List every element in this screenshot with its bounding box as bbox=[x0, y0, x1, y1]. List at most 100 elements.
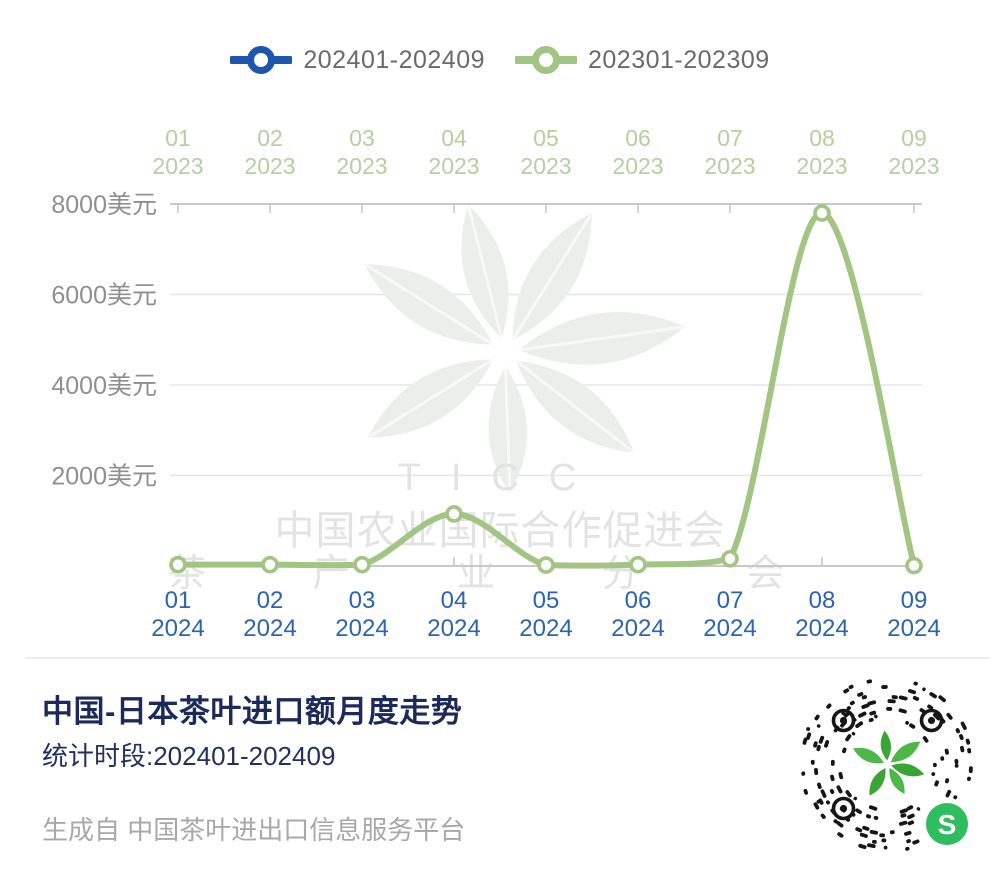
qr-dot bbox=[806, 727, 811, 732]
qr-miniprogram-badge bbox=[926, 803, 968, 845]
qr-dot bbox=[906, 805, 914, 811]
bottom-axis-label: 07 2024 bbox=[703, 587, 756, 642]
qr-dot bbox=[869, 829, 878, 835]
qr-dot bbox=[887, 699, 896, 704]
qr-dot bbox=[954, 758, 959, 765]
qr-leaf bbox=[853, 747, 884, 764]
legend-item-202301-202309[interactable]: 202301-202309 bbox=[515, 44, 770, 76]
qr-dot bbox=[960, 745, 965, 753]
qr-finder-dot bbox=[927, 716, 936, 725]
qr-dot bbox=[843, 688, 850, 694]
qr-dot bbox=[801, 771, 806, 776]
qr-dot bbox=[861, 703, 870, 709]
qr-finder-dot bbox=[839, 716, 848, 725]
qr-dot bbox=[929, 692, 937, 699]
y-axis-label: 4000美元 bbox=[51, 372, 157, 400]
qr-dot bbox=[824, 740, 830, 748]
data-point-04-2023[interactable] bbox=[445, 505, 463, 523]
qr-dot bbox=[946, 712, 953, 720]
qr-dot bbox=[814, 768, 819, 776]
top-axis-label: 07 2023 bbox=[704, 125, 755, 179]
qr-dot bbox=[908, 688, 917, 695]
data-point-08-2023[interactable] bbox=[813, 204, 831, 222]
chart-title: 中国-日本茶叶进口额月度走势 bbox=[42, 694, 463, 729]
qr-dot bbox=[945, 789, 952, 798]
qr-dot bbox=[916, 807, 921, 811]
qr-dot bbox=[931, 772, 936, 776]
stat-period-label: 统计时段:202401-202409 bbox=[42, 741, 336, 771]
y-axis-label: 8000美元 bbox=[51, 191, 157, 219]
qr-dot bbox=[898, 695, 908, 701]
top-axis-label: 05 2023 bbox=[520, 125, 571, 179]
data-point-01-2023[interactable] bbox=[169, 555, 187, 574]
watermark-leaf-vein bbox=[518, 325, 686, 352]
qr-dot bbox=[816, 799, 821, 804]
qr-dot bbox=[836, 785, 843, 794]
data-point-06-2023[interactable] bbox=[629, 555, 647, 574]
qr-dot bbox=[922, 736, 929, 743]
qr-dot bbox=[869, 710, 877, 716]
top-axis-label: 02 2023 bbox=[244, 125, 295, 179]
data-point-09-2023[interactable] bbox=[905, 556, 923, 575]
qr-dot bbox=[825, 800, 830, 805]
qr-dot bbox=[889, 830, 895, 835]
watermark-text-line1: 中国农业国际合作促进会 bbox=[275, 509, 726, 553]
qr-dot bbox=[953, 795, 958, 800]
qr-dot bbox=[874, 714, 878, 719]
qr-finder-ring bbox=[919, 708, 944, 733]
data-point-03-2023[interactable] bbox=[353, 555, 371, 574]
qr-dot bbox=[944, 778, 950, 784]
qr-dot bbox=[883, 845, 888, 850]
qr-dot bbox=[900, 813, 907, 818]
qr-dot bbox=[934, 780, 939, 787]
qr-dot bbox=[851, 731, 856, 736]
watermark-leaf-vein bbox=[503, 365, 512, 494]
qr-dot bbox=[802, 737, 808, 745]
qr-dot bbox=[845, 734, 852, 742]
qr-dot bbox=[898, 708, 907, 714]
qr-dot bbox=[853, 796, 858, 801]
data-point-05-2023[interactable] bbox=[537, 556, 555, 574]
qr-dot bbox=[905, 846, 910, 851]
qr-dot bbox=[968, 766, 973, 774]
watermark-leaf-vein bbox=[515, 359, 636, 455]
qr-dot bbox=[813, 741, 818, 748]
top-axis-label: 03 2023 bbox=[336, 125, 387, 179]
qr-dot bbox=[907, 820, 915, 826]
qr-dot bbox=[862, 825, 870, 831]
qr-dot bbox=[806, 732, 812, 740]
data-point-07-2023[interactable] bbox=[721, 549, 739, 568]
qr-dot bbox=[938, 695, 946, 703]
qr-finder-dot bbox=[839, 804, 848, 813]
qr-dot bbox=[940, 756, 945, 761]
qr-dot bbox=[932, 762, 937, 768]
qr-dot bbox=[866, 843, 876, 849]
legend-item-202401-202409[interactable]: 202401-202409 bbox=[230, 44, 485, 76]
top-axis-label: 01 2023 bbox=[152, 125, 203, 179]
wechat-miniprogram-qr-code: S bbox=[801, 679, 973, 851]
qr-leaf bbox=[890, 741, 921, 763]
qr-dot bbox=[960, 721, 967, 730]
qr-dot bbox=[865, 814, 872, 819]
qr-dot bbox=[848, 684, 854, 690]
qr-dot bbox=[881, 838, 887, 843]
bottom-axis-label: 06 2024 bbox=[611, 587, 664, 642]
watermark-leaf-vein bbox=[366, 358, 494, 440]
qr-dot bbox=[814, 714, 820, 721]
bottom-axis-label: 02 2024 bbox=[243, 587, 296, 642]
qr-dot bbox=[855, 808, 862, 815]
data-point-02-2023[interactable] bbox=[261, 555, 279, 574]
qr-dot bbox=[909, 723, 916, 729]
top-axis-label: 06 2023 bbox=[612, 125, 663, 179]
top-axis-label: 08 2023 bbox=[796, 125, 847, 179]
qr-dot bbox=[922, 687, 926, 692]
bottom-axis-label: 08 2024 bbox=[795, 587, 848, 642]
qr-dot bbox=[813, 802, 820, 810]
bottom-axis-label: 09 2024 bbox=[887, 587, 940, 642]
chart-legend: 202401-202409 202301-202309 bbox=[0, 44, 1000, 76]
qr-dot bbox=[907, 813, 915, 820]
qr-dot bbox=[967, 776, 971, 782]
qr-leaf bbox=[891, 763, 925, 777]
qr-dot bbox=[816, 724, 821, 728]
